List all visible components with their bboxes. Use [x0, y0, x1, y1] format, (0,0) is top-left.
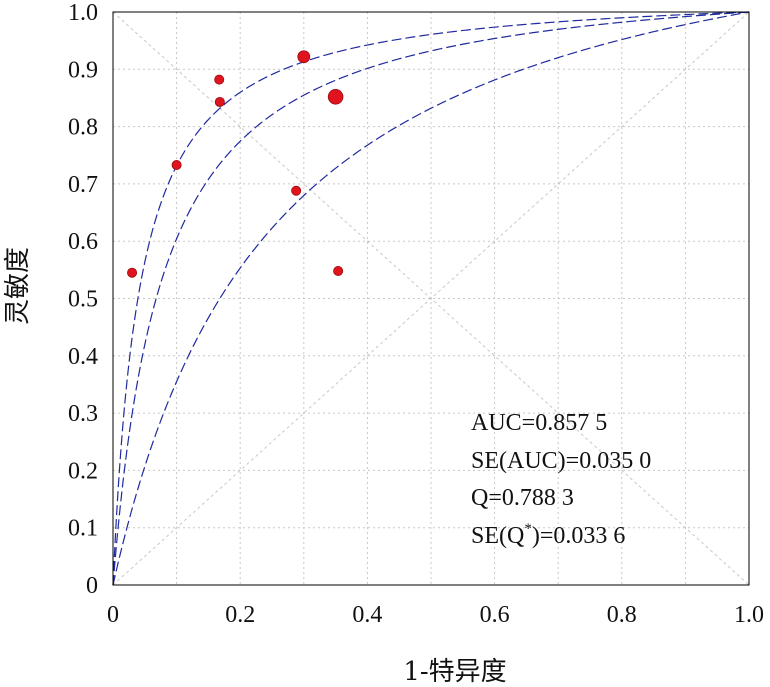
- data-point: [291, 185, 302, 196]
- data-point: [333, 265, 344, 276]
- data-points: [127, 50, 344, 278]
- sroc-upper-ci-curve: [112, 11, 750, 586]
- plot-frame: [112, 11, 750, 586]
- x-tick-label: 0.8: [607, 602, 637, 628]
- data-point: [127, 267, 138, 278]
- y-tick-label: 0.4: [68, 344, 98, 370]
- x-tick-label: 0.6: [480, 602, 510, 628]
- grid-lines: [113, 11, 749, 586]
- se-q-annotation: SE(Q*)=0.033 6: [471, 521, 625, 549]
- q-annotation: Q=0.788 3: [471, 485, 574, 511]
- reference-lines: [112, 11, 750, 586]
- y-tick-label: 0.8: [68, 115, 98, 141]
- x-tick-label: 1.0: [734, 602, 764, 628]
- data-point: [327, 89, 344, 105]
- x-tick-label: 0: [107, 602, 119, 628]
- se-auc-annotation: SE(AUC)=0.035 0: [471, 448, 651, 474]
- data-point: [171, 159, 182, 170]
- y-axis-title: 灵敏度: [3, 247, 33, 325]
- x-tick-label: 0.4: [352, 602, 382, 628]
- anti-diagonal-line: [112, 11, 750, 586]
- y-tick-label: 0: [86, 573, 98, 599]
- y-tick-label: 0.6: [68, 229, 98, 255]
- y-tick-label: 0.9: [68, 57, 98, 83]
- data-point: [214, 74, 225, 85]
- y-tick-label: 0.2: [68, 458, 98, 484]
- statistics-box: AUC=0.857 5 SE(AUC)=0.035 0 Q=0.788 3 SE…: [471, 410, 651, 549]
- sroc-curves: [112, 11, 750, 586]
- x-tick-labels: 0 0.2 0.4 0.6 0.8 1.0: [107, 602, 764, 628]
- y-tick-label: 0.1: [68, 516, 98, 542]
- y-tick-labels: 0 0.1 0.2 0.3 0.4 0.5 0.6 0.7 0.8 0.9 1.0: [68, 0, 98, 599]
- data-point: [297, 50, 311, 64]
- y-tick-label: 0.3: [68, 401, 98, 427]
- x-tick-label: 0.2: [225, 602, 255, 628]
- data-point: [214, 96, 225, 107]
- auc-annotation: AUC=0.857 5: [471, 410, 607, 436]
- y-tick-label: 0.5: [68, 287, 98, 313]
- y-tick-label: 0.7: [68, 172, 98, 198]
- x-axis-title: 1-特异度: [403, 657, 506, 687]
- sroc-lower-ci-curve: [112, 11, 750, 586]
- y-tick-label: 1.0: [68, 0, 98, 26]
